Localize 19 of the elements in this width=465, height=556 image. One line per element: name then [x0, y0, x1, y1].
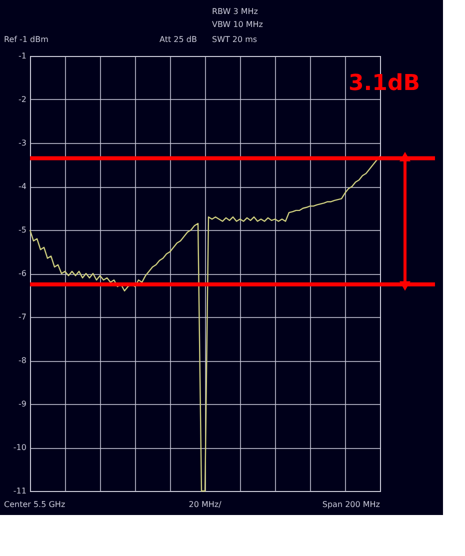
y-tick-label: -8 [18, 356, 26, 365]
y-tick-label: -3 [18, 138, 26, 148]
text: 20 MHz/ [188, 500, 222, 509]
text: Ref -1 dBm [4, 35, 49, 44]
y-tick-label: -7 [18, 312, 26, 322]
y-tick-label: -9 [18, 400, 26, 408]
y-tick-label: -11 [13, 486, 26, 496]
text: VBW 10 MHz [212, 20, 263, 29]
y-tick-label: -2 [18, 95, 26, 104]
y-tick-label: -1 [18, 52, 26, 60]
y-tick-label: -10 [13, 443, 26, 452]
y-tick-label: -5 [18, 226, 26, 234]
y-tick-label: -4 [18, 182, 26, 191]
text: SWT 20 ms [212, 35, 258, 44]
y-tick-label: -6 [18, 269, 26, 278]
text: Att 25 dB [160, 35, 197, 44]
text: Span 200 MHz [322, 500, 380, 509]
text: Center 5.5 GHz [4, 500, 66, 509]
text: RBW 3 MHz [212, 7, 258, 16]
